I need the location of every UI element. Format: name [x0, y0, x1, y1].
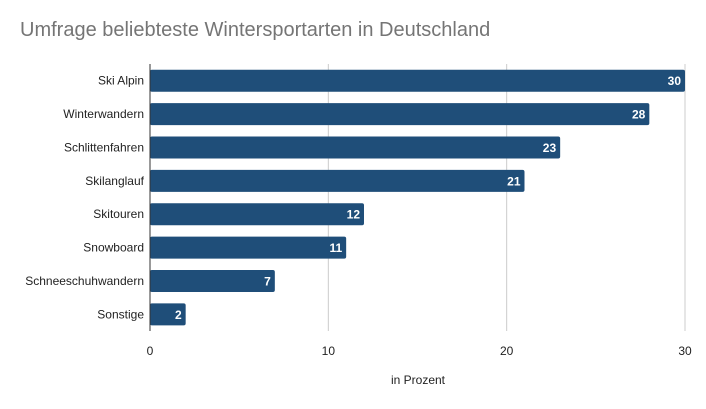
x-axis-label: in Prozent: [390, 373, 446, 387]
bars: 30 28 23 21 12 11 7 2: [150, 69, 685, 326]
category-label: Schlittenfahren: [64, 140, 144, 154]
category-label: Winterwandern: [63, 107, 144, 121]
bar: [150, 269, 275, 292]
bar: [150, 236, 347, 259]
data-label: 2: [175, 308, 182, 322]
category-label: Skitouren: [93, 207, 144, 221]
category-label: Snowboard: [83, 241, 144, 255]
bar: [150, 103, 650, 126]
chart-title: Umfrage beliebteste Wintersportarten in …: [20, 19, 491, 41]
data-label: 12: [347, 208, 361, 222]
data-label: 7: [264, 274, 271, 288]
x-tick-label: 30: [678, 344, 692, 358]
bar: [150, 169, 525, 192]
bar: [150, 303, 186, 326]
axes: 0 10 20 30 Ski Alpin Winterwandern Schlittenfa…: [25, 64, 692, 358]
bar: [150, 69, 685, 92]
category-label: Schneeschuhwandern: [25, 274, 144, 288]
bar: [150, 136, 561, 159]
x-tick-label: 10: [322, 344, 336, 358]
data-label: 30: [668, 74, 682, 88]
category-label: Skilanglauf: [85, 174, 144, 188]
data-label: 28: [632, 108, 646, 122]
data-label: 11: [329, 241, 342, 255]
data-label: 21: [507, 174, 521, 188]
data-label: 23: [543, 141, 557, 155]
category-label: Sonstige: [97, 307, 144, 321]
x-tick-label: 20: [500, 344, 514, 358]
x-tick-label: 0: [147, 344, 154, 358]
bar: [150, 203, 364, 226]
category-label: Ski Alpin: [98, 74, 144, 88]
